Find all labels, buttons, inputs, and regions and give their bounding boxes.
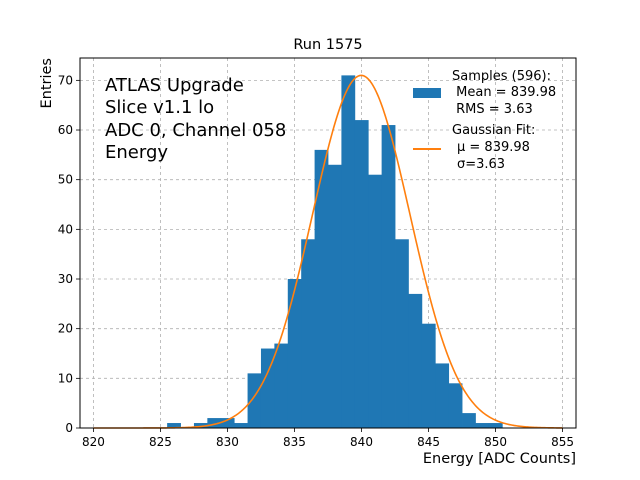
- histogram-bar: [193, 423, 208, 428]
- annotation-line-4: Energy: [105, 142, 168, 163]
- legend-samples-patch: [413, 88, 441, 98]
- x-tick-label: 835: [283, 435, 306, 449]
- x-tick-label: 840: [350, 435, 373, 449]
- histogram-bar: [287, 279, 302, 428]
- x-tick-label: 850: [484, 435, 507, 449]
- chart-title: Run 1575: [293, 37, 362, 53]
- x-tick-label: 845: [417, 435, 440, 449]
- y-tick-label: 30: [58, 272, 73, 286]
- legend-fit-title: Gaussian Fit:: [452, 123, 535, 138]
- legend-fit-mu: μ = 839.98: [457, 140, 530, 155]
- histogram-bar: [448, 383, 463, 428]
- y-axis-label: Entries: [39, 58, 55, 109]
- histogram-bar: [395, 239, 409, 428]
- histogram-bar: [341, 75, 356, 428]
- histogram-bar: [260, 348, 275, 428]
- y-tick-label: 70: [58, 73, 73, 87]
- histogram-bar: [328, 164, 342, 429]
- annotation-line-3: ADC 0, Channel 058: [105, 120, 286, 141]
- histogram-bar: [368, 174, 383, 428]
- x-tick-label: 820: [82, 435, 105, 449]
- y-tick-label: 40: [58, 222, 73, 236]
- legend-samples-title: Samples (596):: [452, 69, 551, 84]
- legend-samples-rms: RMS = 3.63: [452, 102, 533, 117]
- y-tick-label: 20: [58, 322, 73, 336]
- x-tick-label: 855: [551, 435, 574, 449]
- legend-fit-sigma: σ=3.63: [457, 157, 505, 172]
- histogram-bar: [314, 149, 329, 428]
- histogram-bars: [167, 75, 503, 429]
- histogram-bar: [247, 373, 262, 428]
- y-tick-label: 0: [65, 421, 73, 435]
- legend: Samples (596): Mean = 839.98 RMS = 3.63 …: [413, 69, 556, 172]
- y-tick-label: 10: [58, 371, 73, 385]
- histogram-bar: [488, 423, 503, 428]
- histogram-bar: [301, 239, 315, 428]
- histogram-bar: [354, 120, 369, 428]
- annotation-line-2: Slice v1.1 lo: [105, 97, 214, 118]
- histogram-bar: [381, 125, 396, 428]
- annotation-line-1: ATLAS Upgrade: [105, 75, 244, 96]
- histogram-bar: [475, 423, 490, 428]
- histogram-bar: [408, 293, 423, 428]
- x-axis-ticks: 820 825 830 835 840 845 850 855: [82, 428, 574, 449]
- y-tick-label: 60: [58, 123, 73, 137]
- annotation-block: ATLAS Upgrade Slice v1.1 lo ADC 0, Chann…: [105, 75, 286, 163]
- histogram-bar: [167, 423, 181, 428]
- histogram-bar: [462, 413, 476, 428]
- histogram-bar: [207, 418, 222, 428]
- x-axis-label: Energy [ADC Counts]: [423, 451, 576, 467]
- x-tick-label: 825: [149, 435, 172, 449]
- plot-frame: [79, 57, 577, 429]
- histogram-bar: [274, 343, 289, 428]
- histogram-bar: [435, 363, 450, 428]
- histogram-bar: [234, 423, 248, 428]
- histogram-bar: [220, 418, 235, 428]
- legend-samples-mean: Mean = 839.98: [452, 85, 556, 100]
- y-tick-label: 50: [58, 173, 73, 187]
- histogram-bar: [421, 323, 436, 428]
- x-tick-label: 830: [216, 435, 239, 449]
- y-axis-ticks: 0 10 20 30 40 50 60 70: [58, 73, 80, 435]
